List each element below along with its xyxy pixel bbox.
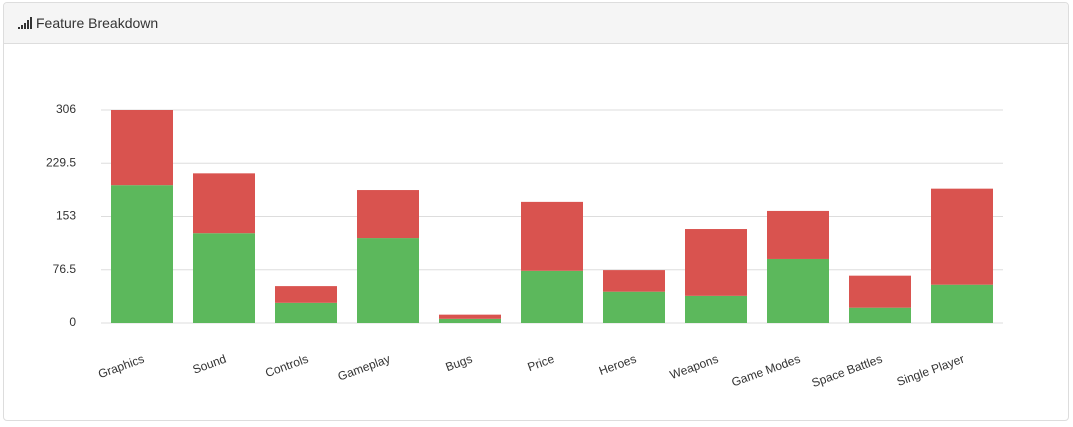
x-tick-label: Sound (191, 352, 228, 377)
bar-segment (603, 270, 665, 292)
x-tick-label: Controls (263, 352, 310, 380)
x-tick-label: Bugs (444, 352, 474, 375)
y-tick-label: 0 (69, 315, 76, 329)
bar-segment (357, 190, 419, 239)
x-tick-label: Game Modes (730, 352, 802, 390)
x-tick-label: Single Player (895, 352, 966, 389)
x-tick-label: Price (526, 352, 557, 375)
bar-segment (521, 270, 583, 323)
x-tick-label: Space Battles (810, 352, 884, 390)
bar-segment (849, 275, 911, 308)
bar-segment (685, 295, 747, 323)
chart-title: Feature Breakdown (36, 15, 159, 31)
bar-segment (111, 185, 173, 323)
chart: 0 76.5 153 229.5 306 Graphics Sound Controls Gam… (46, 102, 1003, 390)
x-tick-label: Gameplay (336, 352, 392, 384)
x-tick-label: Heroes (597, 352, 638, 378)
bar-segment (193, 173, 255, 234)
y-tick-label: 229.5 (46, 155, 76, 169)
bar-segment (767, 258, 829, 323)
bar-segment (931, 284, 993, 323)
bar-segment (521, 201, 583, 271)
bar-segment (603, 291, 665, 323)
bar-segment (193, 233, 255, 323)
bar-segment (275, 302, 337, 323)
bar-segment (439, 318, 501, 323)
bar-segment (439, 314, 501, 319)
y-tick-label: 76.5 (53, 262, 77, 276)
bar-segment (931, 188, 993, 285)
x-tick-label: Weapons (668, 352, 720, 382)
bar-segment (849, 307, 911, 323)
y-tick-label: 306 (56, 102, 76, 116)
bar-segment (111, 110, 173, 186)
signal-icon (18, 17, 32, 29)
bar-segment (275, 286, 337, 303)
panel: Feature Breakdown 0 76.5 153 229.5 306 Graphi… (3, 2, 1069, 421)
bar-segment (767, 210, 829, 259)
x-tick-label: Graphics (96, 352, 146, 382)
bar-segment (685, 229, 747, 296)
panel-header: Feature Breakdown (4, 3, 1068, 44)
y-tick-label: 153 (56, 209, 76, 223)
bar-segment (357, 238, 419, 323)
